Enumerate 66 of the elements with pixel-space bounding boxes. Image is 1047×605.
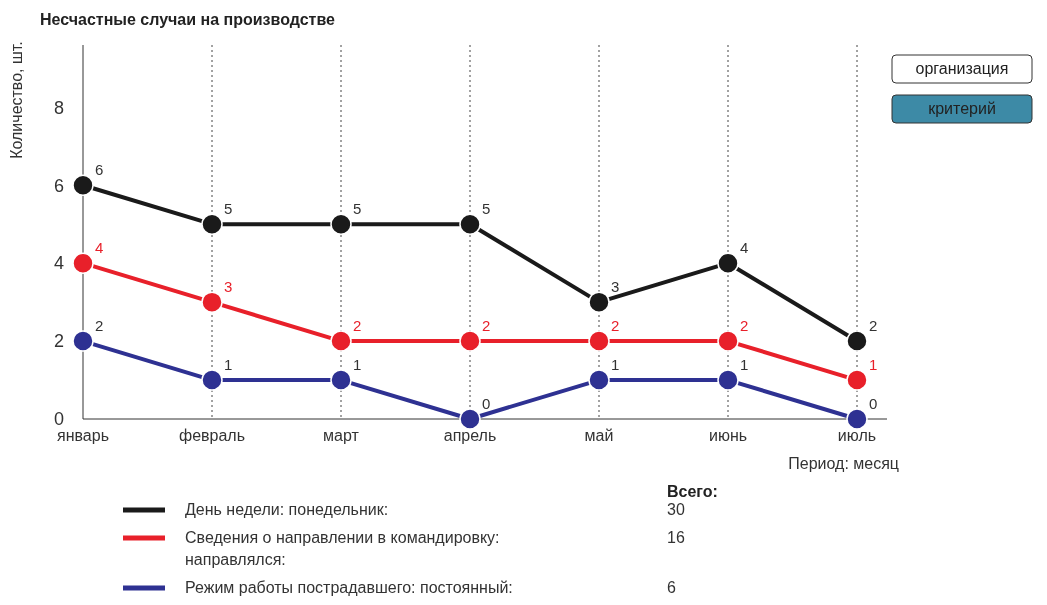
- x-tick-label: май: [584, 427, 614, 444]
- y-tick-label: 8: [53, 97, 65, 118]
- point: [846, 408, 868, 430]
- data-label: 1: [740, 356, 749, 374]
- x-tick-label: июнь: [708, 427, 748, 444]
- data-label: 2: [95, 317, 104, 335]
- point: [459, 213, 481, 235]
- data-label: 4: [740, 239, 749, 257]
- data-label: 4: [95, 239, 104, 257]
- point: [459, 330, 481, 352]
- data-label: 1: [869, 356, 878, 374]
- y-tick-label: 0: [53, 409, 65, 430]
- text: 6: [667, 579, 676, 596]
- point: [201, 291, 223, 313]
- data-label: 0: [482, 395, 491, 412]
- point: [330, 213, 352, 235]
- point: [330, 369, 352, 391]
- point: [846, 369, 868, 391]
- legend-label: Сведения о направлении в командировку: направлялся:: [185, 529, 500, 568]
- data-label: 2: [740, 317, 749, 335]
- point: [72, 174, 94, 196]
- data-label: 3: [224, 278, 233, 296]
- data-label: 0: [869, 395, 878, 412]
- data-label: 1: [353, 356, 362, 374]
- y-axis-title: Количество, шт.: [8, 41, 25, 159]
- x-tick-label: март: [323, 427, 360, 444]
- data-label: 1: [224, 356, 233, 374]
- x-tick-label: февраль: [178, 427, 246, 444]
- point: [72, 330, 94, 352]
- x-axis-title: Период: месяц: [788, 455, 899, 472]
- legend-label: Режим работы пострадавшего: постоянный:: [185, 579, 513, 596]
- point: [846, 330, 868, 352]
- point: [330, 330, 352, 352]
- data-label: 2: [869, 317, 878, 335]
- text: 16: [667, 529, 685, 546]
- data-label: 1: [611, 356, 620, 374]
- point: [201, 213, 223, 235]
- data-label: 5: [224, 200, 233, 218]
- point: [72, 252, 94, 274]
- y-tick-label: 6: [53, 175, 65, 196]
- legend-label: День недели: понедельник:: [185, 501, 389, 518]
- filled-button: критерий: [891, 94, 1033, 124]
- point: [588, 330, 610, 352]
- x-tick-label: апрель: [443, 427, 497, 444]
- data-label: 2: [353, 317, 362, 335]
- chart-title: Несчастные случаи на производстве: [40, 11, 336, 28]
- point: [588, 291, 610, 313]
- point: [717, 330, 739, 352]
- legend-title: Всего:: [667, 483, 718, 500]
- y-tick-label: 2: [53, 331, 65, 352]
- data-label: 3: [611, 278, 620, 296]
- point: [459, 408, 481, 430]
- point: [201, 369, 223, 391]
- point: [588, 369, 610, 391]
- data-label: 5: [482, 200, 491, 218]
- text: 30: [667, 501, 685, 518]
- y-tick-label: 4: [53, 253, 65, 274]
- data-label: 5: [353, 200, 362, 218]
- data-label: 6: [95, 161, 104, 179]
- outlined-button: организация: [891, 54, 1033, 84]
- point: [717, 252, 739, 274]
- data-label: 2: [482, 317, 491, 335]
- data-label: 2: [611, 317, 620, 335]
- x-tick-label: июль: [837, 427, 877, 444]
- x-tick-label: январь: [57, 427, 109, 444]
- point: [717, 369, 739, 391]
